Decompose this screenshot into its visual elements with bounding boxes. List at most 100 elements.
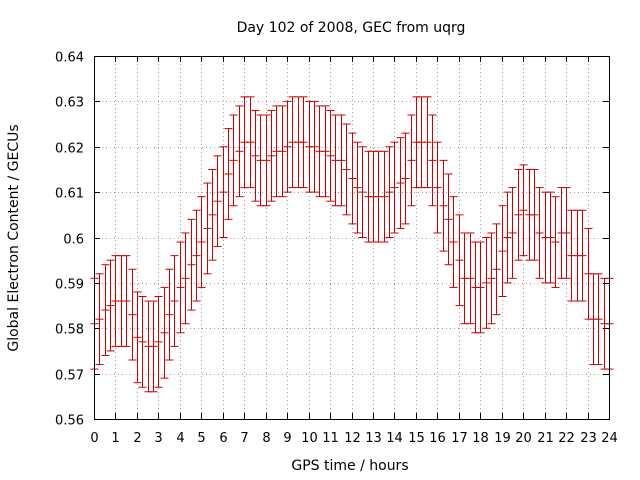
data-point (101, 264, 110, 356)
data-point (149, 300, 158, 393)
data-point (95, 273, 104, 366)
data-point (106, 259, 115, 352)
x-tick-label: 8 (262, 431, 270, 446)
y-tick-label: 0.6 (63, 233, 84, 248)
data-point (299, 96, 308, 189)
x-tick-label: 15 (408, 431, 425, 446)
data-point (246, 96, 255, 189)
data-point (594, 273, 603, 366)
x-tick-label: 17 (451, 431, 468, 446)
y-tick-label: 0.62 (55, 142, 84, 157)
data-point (466, 232, 475, 325)
x-tick-label: 1 (111, 431, 119, 446)
ticks: 0 1 2 3 4 5 6 7 8 9 10 11 12 13 14 15 16 17 18 19 20 21 22 23 24… (55, 51, 618, 447)
data-point (122, 255, 131, 347)
x-tick-label: 20 (515, 431, 532, 446)
x-tick-label: 4 (176, 431, 184, 446)
data-point (326, 109, 335, 202)
data-point (530, 168, 539, 261)
x-tick-label: 12 (344, 431, 361, 446)
data-point (476, 241, 485, 334)
data-point (439, 159, 448, 252)
data-point (272, 105, 281, 198)
data-point (192, 209, 201, 302)
data-point (342, 123, 351, 216)
data-point (283, 100, 292, 193)
y-tick-label: 0.59 (55, 278, 84, 293)
data-point (197, 196, 206, 288)
x-tick-label: 13 (365, 431, 382, 446)
data-point (348, 132, 357, 225)
data-point (262, 114, 271, 207)
x-tick-label: 11 (322, 431, 339, 446)
data-point (519, 164, 528, 257)
data-point (310, 100, 319, 193)
x-tick-label: 6 (219, 431, 227, 446)
data-point (138, 295, 147, 388)
data-point (358, 146, 367, 238)
y-axis-label: Global Electron Content / GECUs (6, 124, 22, 351)
data-point (401, 132, 410, 225)
data-point (128, 268, 137, 361)
data-point (562, 187, 571, 279)
data-point (535, 187, 544, 279)
x-tick-label: 5 (197, 431, 205, 446)
x-tick-label: 10 (301, 431, 318, 446)
data-point (487, 232, 496, 325)
data-point (176, 241, 185, 334)
x-tick-label: 0 (90, 431, 98, 446)
data-point (492, 223, 501, 316)
data-point (235, 105, 244, 198)
data-point (433, 141, 442, 234)
data-point (396, 137, 405, 229)
data-point (578, 209, 587, 302)
data-point (449, 196, 458, 288)
data-point (251, 109, 260, 202)
data-point (165, 268, 174, 361)
x-tick-label: 9 (283, 431, 291, 446)
data-point (503, 191, 512, 284)
data-point (208, 168, 217, 261)
data-point (181, 232, 190, 325)
x-tick-label: 22 (558, 431, 575, 446)
data-point (482, 237, 491, 329)
chart-title: Day 102 of 2008, GEC from uqrg (237, 20, 466, 36)
y-tick-label: 0.57 (55, 369, 84, 384)
error-bars (90, 96, 614, 393)
x-axis-label: GPS time / hours (291, 458, 408, 474)
data-point (170, 255, 179, 347)
data-point (455, 214, 464, 307)
x-tick-label: 24 (601, 431, 618, 446)
data-point (187, 218, 196, 311)
data-point (385, 146, 394, 238)
data-point (224, 128, 233, 220)
data-point (390, 141, 399, 234)
y-tick-label: 0.64 (55, 51, 84, 66)
data-point (546, 191, 555, 284)
data-point (407, 114, 416, 207)
y-tick-label: 0.63 (55, 96, 84, 111)
data-point (229, 114, 238, 207)
x-tick-label: 16 (429, 431, 446, 446)
data-point (160, 286, 169, 379)
data-point (133, 291, 142, 384)
data-point (428, 114, 437, 207)
data-point (508, 187, 517, 279)
x-tick-label: 14 (386, 431, 403, 446)
x-tick-label: 19 (494, 431, 511, 446)
data-point (444, 173, 453, 266)
x-tick-label: 18 (472, 431, 489, 446)
data-point (267, 109, 276, 202)
data-point (203, 182, 212, 275)
data-point (213, 155, 222, 248)
data-point (423, 96, 432, 189)
data-point (514, 168, 523, 261)
data-point (498, 205, 507, 297)
data-point (278, 105, 287, 198)
y-tick-label: 0.56 (55, 414, 84, 429)
x-tick-label: 3 (154, 431, 162, 446)
data-point (321, 105, 330, 198)
data-point (154, 295, 163, 388)
data-point (353, 141, 362, 234)
